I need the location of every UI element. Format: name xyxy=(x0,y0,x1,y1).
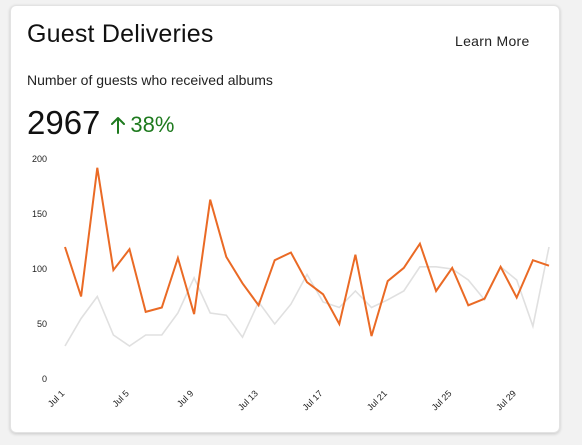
x-tick-label: Jul 1 xyxy=(46,388,67,409)
y-tick-label: 0 xyxy=(42,374,47,384)
x-tick-label: Jul 25 xyxy=(430,388,454,412)
metric-value: 2967 xyxy=(27,104,101,141)
x-tick-label: Jul 17 xyxy=(300,388,324,412)
series-line-current xyxy=(64,167,550,337)
y-tick-label: 100 xyxy=(32,264,47,274)
x-tick-label: Jul 13 xyxy=(236,388,260,412)
guest-deliveries-card: Guest Deliveries Learn More Number of gu… xyxy=(10,5,560,433)
line-chart: 0 50 100 150 200 Jul 1 Jul 5 Jul 9 Jul 13 Jul 17 J… xyxy=(32,154,550,412)
metric-summary: 2967 38% xyxy=(27,104,174,142)
x-tick-label: Jul 5 xyxy=(110,388,131,409)
metric-change: 38% xyxy=(110,112,174,138)
arrow-up-icon xyxy=(111,117,126,134)
card-subtitle: Number of guests who received albums xyxy=(27,72,273,88)
y-tick-label: 150 xyxy=(32,209,47,219)
learn-more-link[interactable]: Learn More xyxy=(455,33,530,49)
series-line-previous xyxy=(64,246,550,347)
metric-change-value: 38% xyxy=(130,112,175,137)
card-title: Guest Deliveries xyxy=(27,20,214,48)
y-tick-label: 50 xyxy=(37,319,47,329)
x-tick-label: Jul 21 xyxy=(365,388,389,412)
x-tick-label: Jul 29 xyxy=(494,388,518,412)
x-tick-label: Jul 9 xyxy=(175,388,196,409)
y-tick-label: 200 xyxy=(32,154,47,164)
